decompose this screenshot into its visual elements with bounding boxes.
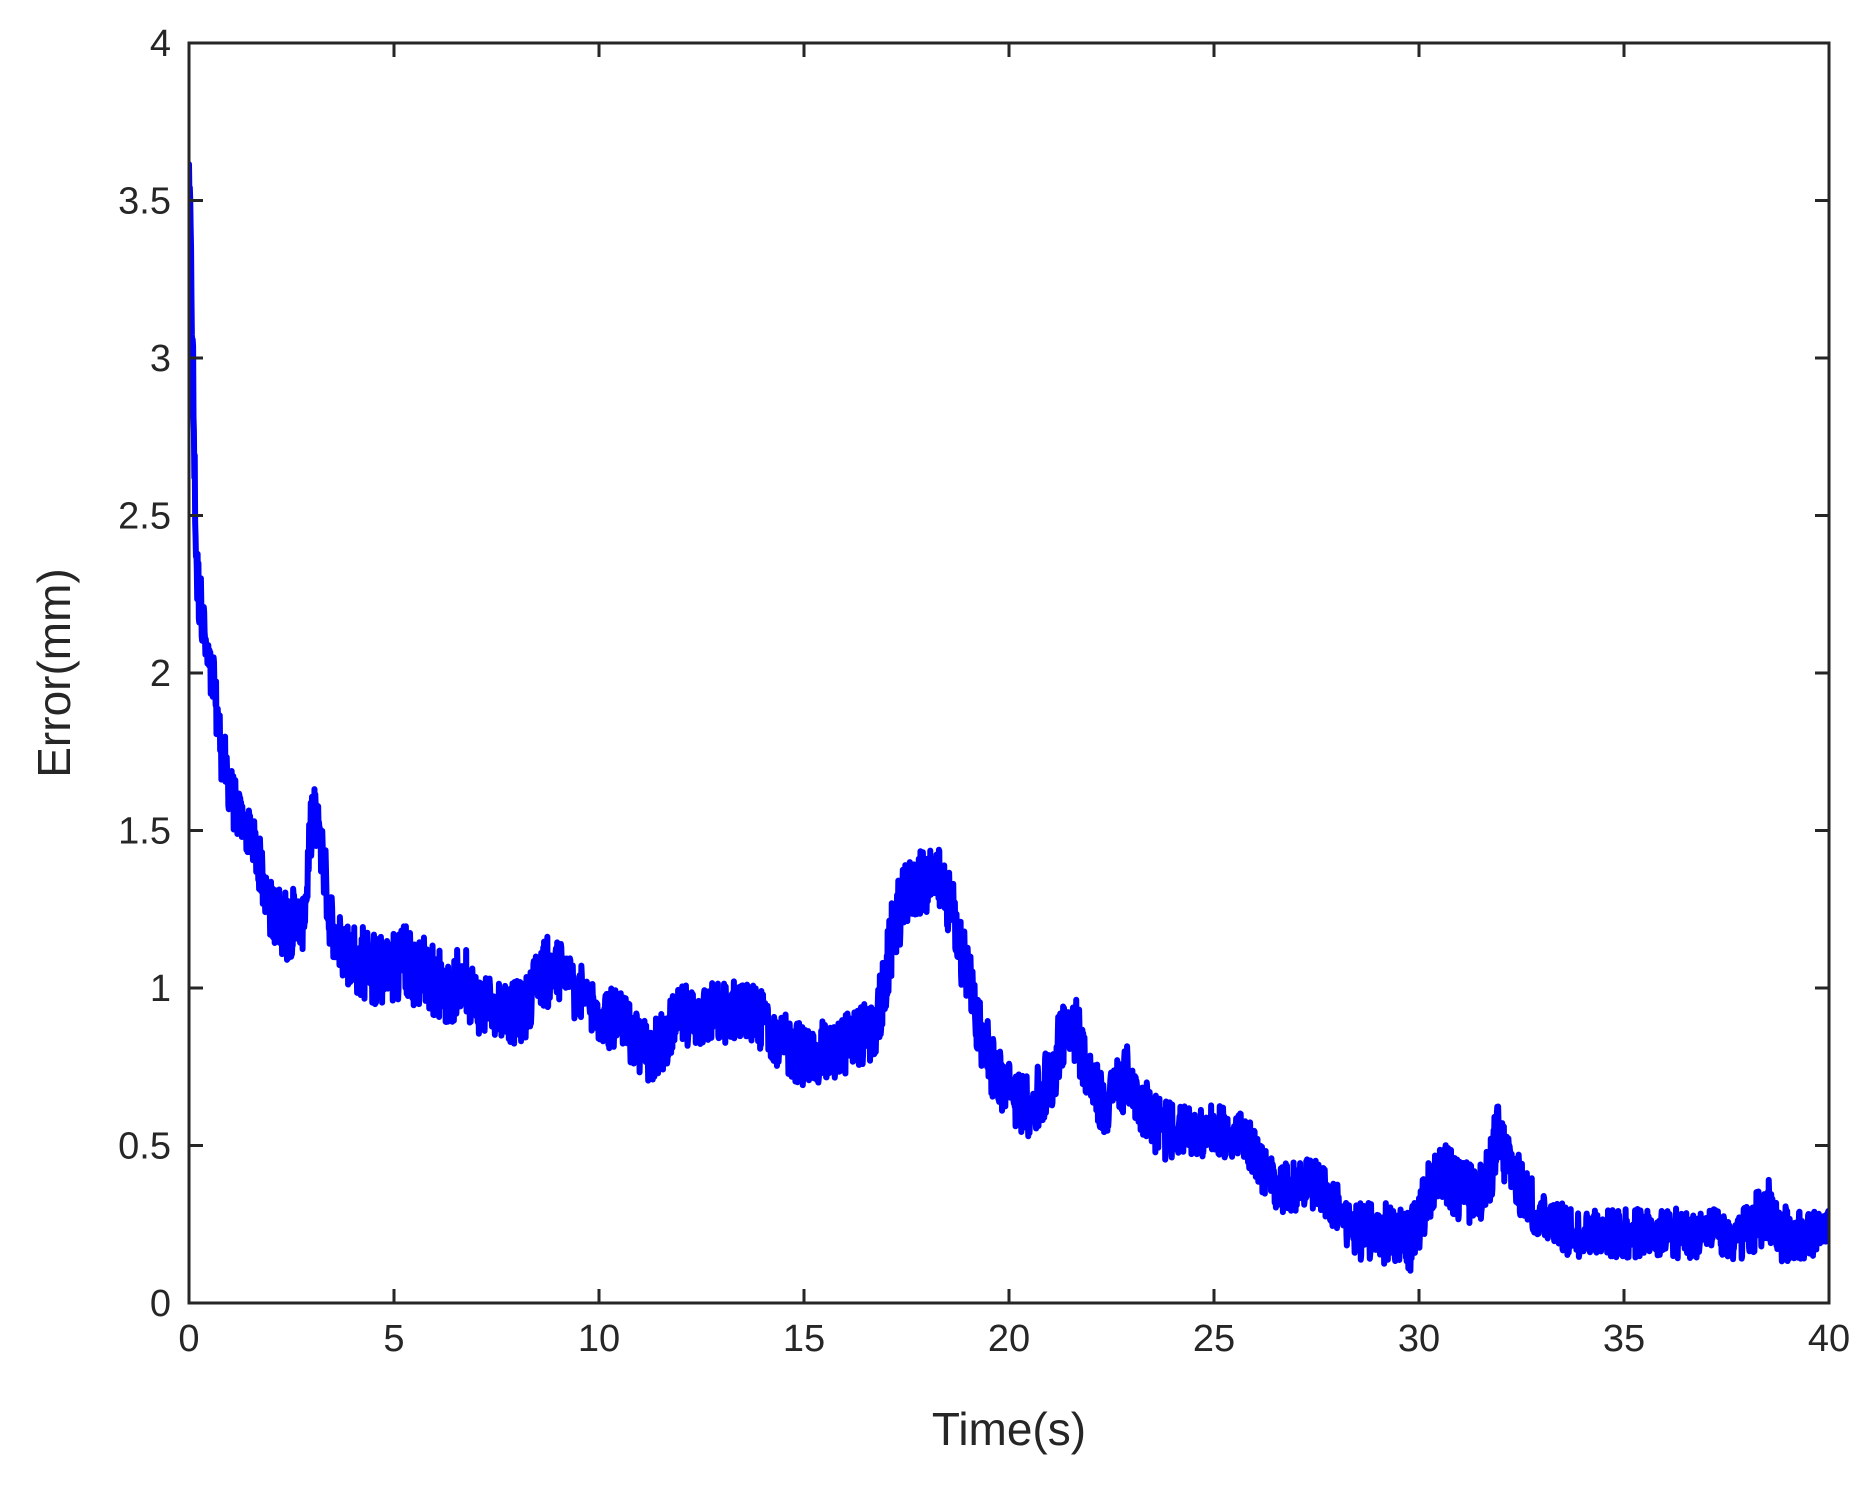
x-tick-label: 15 [783,1318,825,1360]
x-tick-label: 0 [178,1318,199,1360]
y-tick-label: 3 [150,338,171,380]
x-tick-label: 10 [578,1318,620,1360]
y-tick-label: 2 [150,653,171,695]
series-line [189,161,1829,1274]
series-layer [189,161,1829,1274]
x-tick-label: 30 [1398,1318,1440,1360]
x-axis-label: Time(s) [932,1403,1086,1455]
y-axis-ticks: 0 0.5 1 1.5 2 2.5 3 3.5 4 [118,23,1829,1325]
y-axis-label: Error(mm) [28,568,80,778]
x-tick-label: 40 [1808,1318,1850,1360]
y-tick-label: 0.5 [118,1126,171,1168]
y-tick-label: 1.5 [118,811,171,853]
x-tick-label: 35 [1603,1318,1645,1360]
x-tick-label: 5 [383,1318,404,1360]
y-tick-label: 0 [150,1283,171,1325]
x-axis-ticks: 0 5 10 15 20 25 30 35 40 [178,43,1850,1360]
y-tick-label: 2.5 [118,496,171,538]
y-tick-label: 4 [150,23,171,65]
y-tick-label: 1 [150,968,171,1010]
x-tick-label: 20 [988,1318,1030,1360]
x-tick-label: 25 [1193,1318,1235,1360]
y-tick-label: 3.5 [118,181,171,223]
